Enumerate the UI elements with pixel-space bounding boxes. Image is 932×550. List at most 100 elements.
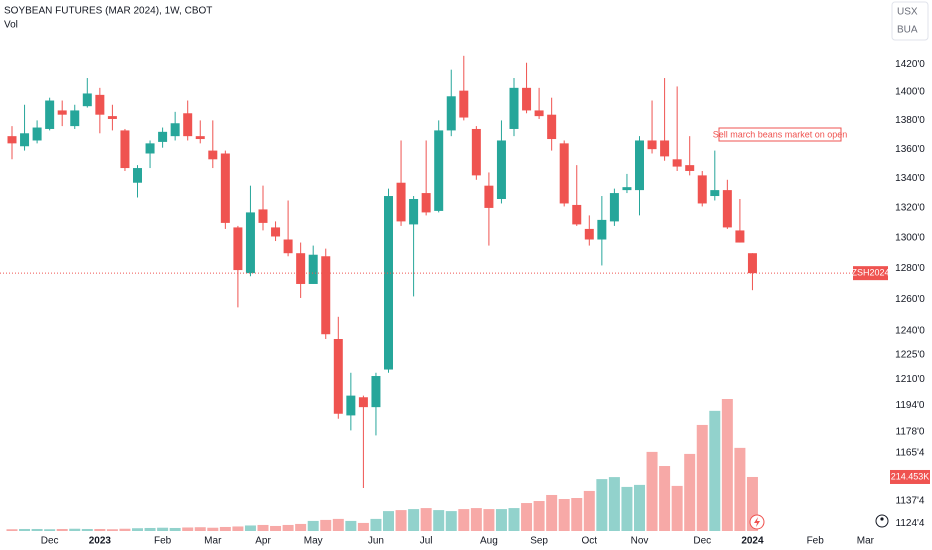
candle-body xyxy=(522,87,532,111)
candle-body xyxy=(559,143,569,204)
candle-body xyxy=(409,198,419,225)
volume-bar xyxy=(44,529,56,531)
volume-bar xyxy=(106,529,118,531)
candle-body xyxy=(534,110,544,117)
volume-bar xyxy=(320,519,332,531)
volume-bar xyxy=(119,528,131,531)
volume-bar xyxy=(370,518,382,531)
candle-body xyxy=(7,136,17,144)
candle-body xyxy=(107,116,117,119)
candle-body xyxy=(484,185,494,208)
candle-body xyxy=(321,256,331,335)
candle-body xyxy=(358,397,368,408)
candle-body xyxy=(133,168,142,183)
volume-bar xyxy=(508,508,520,531)
volume-bar xyxy=(558,499,570,531)
volume-bar xyxy=(6,529,18,531)
candle-body xyxy=(82,93,92,107)
x-tick-label: Dec xyxy=(41,536,59,547)
candle-body xyxy=(346,395,356,416)
x-tick-label: Nov xyxy=(631,536,649,547)
volume-bar xyxy=(307,520,319,531)
x-tick-label: Feb xyxy=(807,536,825,547)
volume-layer xyxy=(6,399,758,531)
volume-bar xyxy=(659,466,671,531)
volume-bar xyxy=(332,518,344,531)
last-price-tag xyxy=(853,266,888,281)
volume-bar xyxy=(232,526,244,531)
volume-bar xyxy=(345,520,357,531)
candle-body xyxy=(747,253,757,274)
volume-bar xyxy=(721,399,733,531)
volume-bar xyxy=(157,527,169,531)
unit-label[interactable]: BUA xyxy=(897,25,918,36)
volume-bar xyxy=(244,525,256,531)
volume-bar xyxy=(521,503,533,531)
y-tick-label: 1225'0 xyxy=(895,350,925,361)
candle-body xyxy=(446,96,456,131)
volume-bar xyxy=(433,510,445,531)
candle-body xyxy=(722,190,732,228)
event-icon-bolt xyxy=(754,517,760,527)
y-tick-label: 1194'0 xyxy=(896,400,925,411)
volume-bar xyxy=(671,485,683,531)
candle-body xyxy=(170,123,180,137)
x-tick-label: Oct xyxy=(582,536,598,547)
x-tick-label: Apr xyxy=(255,536,271,547)
candle-body xyxy=(660,140,670,157)
candle-body xyxy=(258,209,268,223)
candle-body xyxy=(609,193,619,222)
y-tick-label: 1178'0 xyxy=(896,427,925,438)
volume-bar xyxy=(69,528,81,531)
y-tick-label: 1124'4 xyxy=(896,518,925,529)
volume-bar xyxy=(395,510,407,531)
annotation-text: Sell march beans market on open xyxy=(713,129,848,139)
y-tick-label: 1320'0 xyxy=(895,203,925,214)
x-tick-label: 2023 xyxy=(89,536,112,547)
settings-icon-dot xyxy=(880,517,884,521)
candle-body xyxy=(333,339,343,414)
candle-body xyxy=(496,140,506,199)
unit-selector[interactable] xyxy=(891,1,929,41)
candle-body xyxy=(509,87,519,129)
y-tick-label: 1400'0 xyxy=(895,87,925,98)
candle-body xyxy=(308,254,318,284)
volume-bar xyxy=(470,508,482,531)
volume-indicator-label: Vol xyxy=(4,20,18,31)
settings-icon[interactable] xyxy=(875,514,889,528)
volume-bar xyxy=(458,509,470,531)
y-tick-label: 1380'0 xyxy=(895,115,925,126)
volume-bar xyxy=(646,451,658,531)
volume-bar xyxy=(81,528,93,531)
volume-bar xyxy=(207,527,219,531)
candle-body xyxy=(233,227,243,271)
annotation-box xyxy=(718,127,842,142)
candle-body xyxy=(57,110,67,115)
volume-bar xyxy=(420,508,432,531)
volume-bar xyxy=(357,522,369,531)
x-tick-label: Jul xyxy=(420,536,433,547)
volume-tag xyxy=(890,469,930,484)
x-tick-label: May xyxy=(304,536,323,547)
candle-body xyxy=(371,376,381,408)
candle-body xyxy=(584,228,594,240)
volume-bar xyxy=(746,476,758,531)
x-tick-label: Aug xyxy=(480,536,498,547)
volume-bar xyxy=(571,498,583,531)
candle-body xyxy=(396,182,406,222)
chart-title: SOYBEAN FUTURES (MAR 2024), 1W, CBOT xyxy=(4,6,212,17)
volume-bar xyxy=(495,509,507,531)
volume-bar xyxy=(596,479,608,531)
currency-label[interactable]: USX xyxy=(897,7,918,18)
candle-body xyxy=(120,130,130,169)
volume-bar xyxy=(445,511,457,531)
volume-bar xyxy=(295,523,307,531)
y-tick-label: 1280'0 xyxy=(895,263,925,274)
volume-bar xyxy=(408,509,420,531)
volume-bar xyxy=(533,501,545,531)
candle-body xyxy=(195,136,205,140)
candle-body xyxy=(32,127,42,141)
x-tick-label: Dec xyxy=(693,536,711,547)
